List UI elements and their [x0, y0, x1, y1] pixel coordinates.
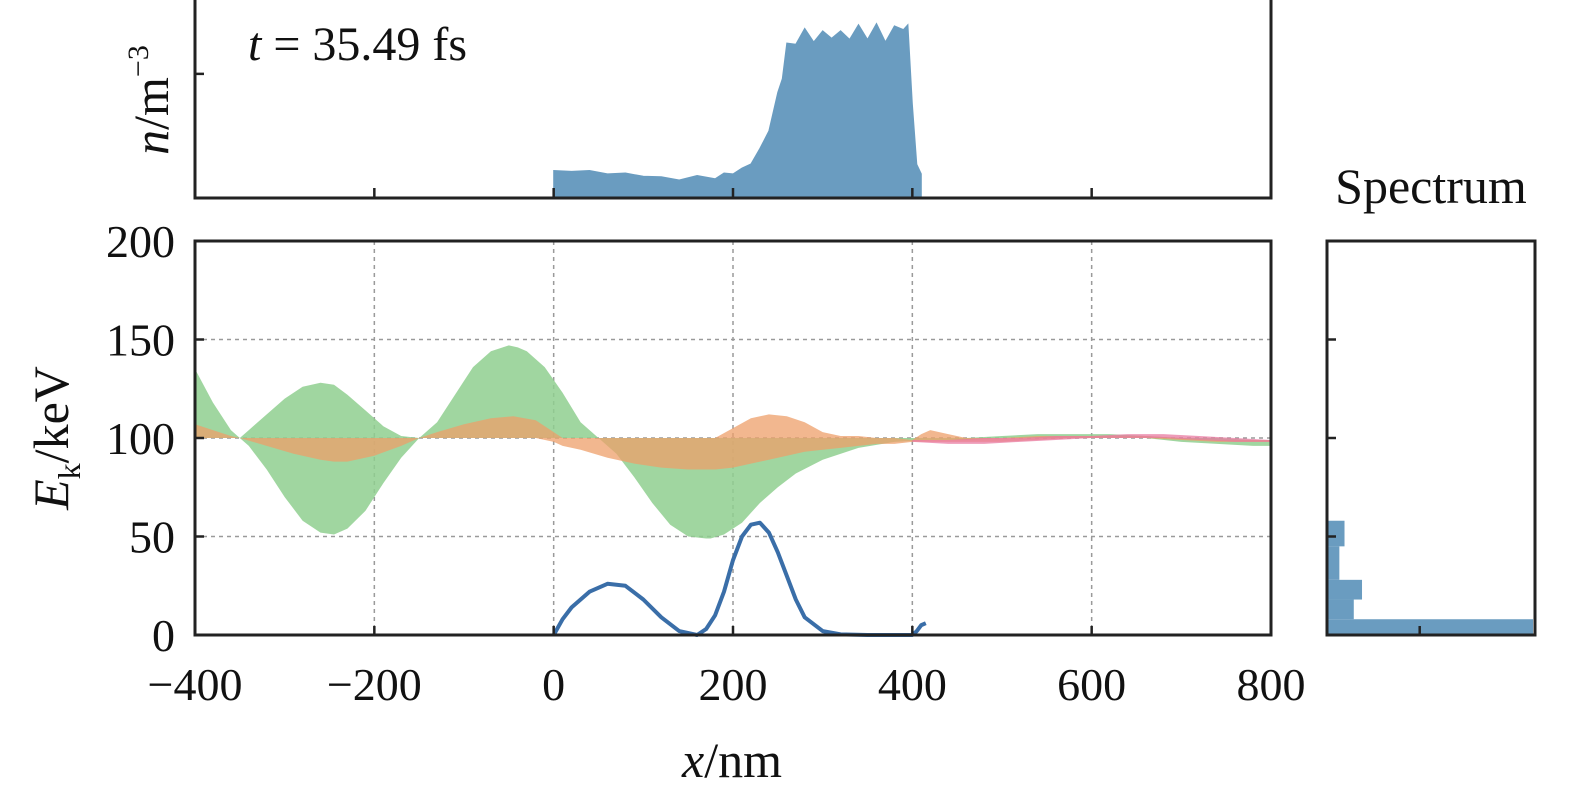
energy-ytick-label: 100 [106, 413, 175, 464]
energy-frame [193, 239, 1273, 637]
spectrum-frame [1325, 239, 1537, 637]
spectrum-bar [1327, 619, 1533, 635]
density-frame [193, 0, 1273, 200]
energy-line-group [551, 520, 927, 637]
energy-band-2 [195, 414, 1271, 470]
spectrum-bar [1327, 599, 1354, 620]
energy-ytick-label: 50 [129, 512, 175, 563]
density-ylabel-slash: / [123, 116, 179, 130]
density-ylabel: n/m−3 [122, 45, 179, 155]
energy-area-group [195, 345, 1271, 539]
density-ylabel-exp: −3 [122, 45, 155, 77]
energy-xtick-label: 0 [542, 659, 565, 710]
density-area-group [553, 22, 922, 198]
energy-ylabel: Ek/keV [23, 366, 87, 511]
energy-band-3 [912, 434, 1271, 444]
energy-xlabel-slash: / [704, 732, 718, 788]
time-var: t [248, 18, 263, 71]
energy-ytick-label: 150 [106, 315, 175, 366]
spectrum-bar [1327, 579, 1363, 600]
energy-xlabel-unit: nm [718, 732, 782, 788]
energy-xtick-label: 200 [699, 659, 768, 710]
energy-xtick-label: 600 [1057, 659, 1126, 710]
spectrum-panel: Spectrum [1325, 158, 1537, 637]
energy-ticks: −400 −200 0 200 400 600 800 0 50 100 150 200 [106, 216, 1306, 710]
time-value: = 35.49 fs [261, 18, 467, 71]
energy-xtick-label: 400 [878, 659, 947, 710]
energy-xtick-label: 800 [1237, 659, 1306, 710]
energy-xtick-label: −200 [327, 659, 422, 710]
spectrum-title: Spectrum [1335, 158, 1527, 214]
spectrum-bar [1327, 520, 1345, 547]
time-annotation: t = 35.49 fs [248, 18, 467, 71]
energy-ylabel-sub: k [51, 463, 87, 479]
energy-xlabel: x/nm [681, 732, 782, 788]
density-ylabel-var: n [123, 130, 179, 155]
energy-spectrum-line [551, 520, 927, 637]
energy-xlabel-var: x [681, 732, 704, 788]
energy-ylabel-slash: / [23, 449, 79, 463]
energy-ytick-label: 200 [106, 216, 175, 267]
energy-xtick-label: −400 [148, 659, 243, 710]
energy-ytick-label: 0 [152, 610, 175, 661]
energy-ylabel-unit: keV [23, 366, 79, 449]
spectrum-bar [1327, 546, 1340, 580]
energy-ylabel-var: E [23, 479, 79, 511]
spectrum-bars [1327, 520, 1533, 635]
density-ylabel-unit: m [123, 77, 179, 116]
density-area [553, 22, 922, 198]
density-panel: t = 35.49 fs n/m−3 [122, 0, 1273, 200]
